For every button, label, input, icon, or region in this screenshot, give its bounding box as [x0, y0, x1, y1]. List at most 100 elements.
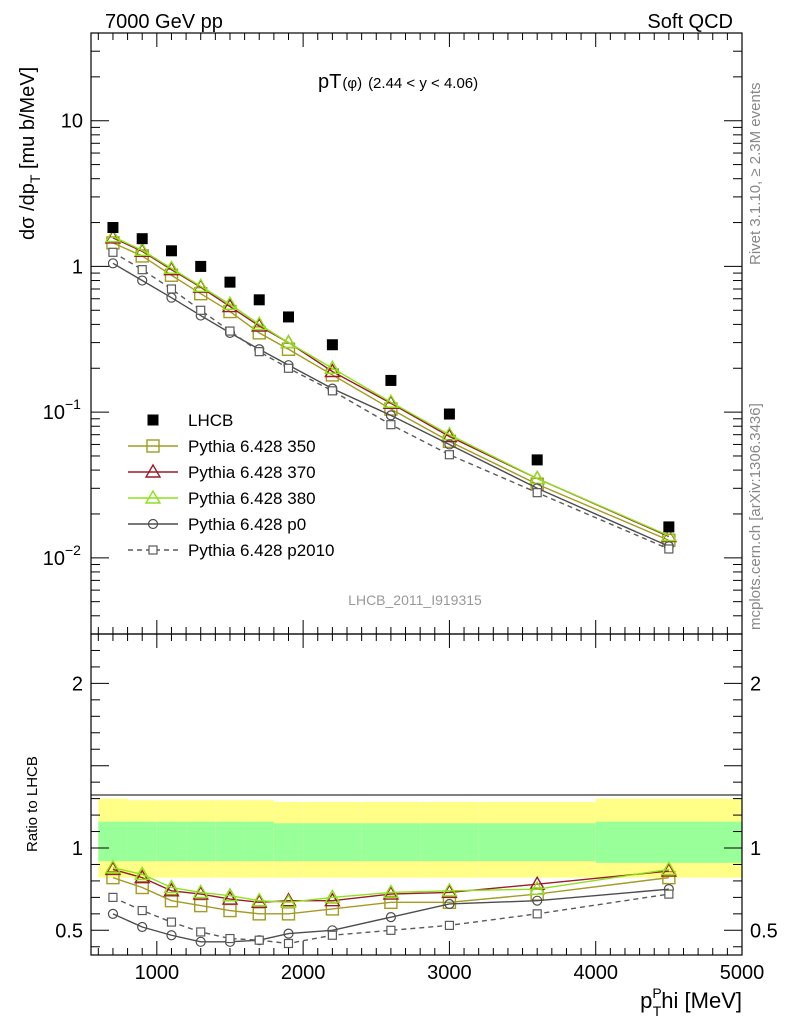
mcplots-label: mcplots.cern.ch [arXiv:1306.3436] — [747, 403, 764, 630]
ratio-y-tick-label-right: 2 — [750, 673, 761, 695]
x-axis-label-p: p — [640, 988, 652, 1013]
main-y-axis-label: dσ /dpT [mu b/MeV] — [17, 67, 43, 240]
main-ticks — [91, 32, 743, 635]
legend-label-1: Pythia 6.428 370 — [188, 463, 316, 482]
ratio-point-s2 — [441, 882, 458, 897]
legend-entry-1: Pythia 6.428 370 — [128, 463, 316, 482]
main-point-s3 — [107, 258, 119, 269]
ratio-point-s1 — [280, 892, 297, 907]
main-y-tick-exponent: −2 — [65, 542, 81, 558]
x-tick-label: 3000 — [427, 962, 472, 984]
main-series-line-4 — [112, 251, 670, 550]
ratio-y-tick-label: 0.5 — [55, 920, 83, 942]
ratio-point-s3 — [137, 921, 148, 933]
ratio-point-s2 — [192, 884, 209, 899]
ratio-point-s2 — [221, 887, 239, 902]
legend-label-3: Pythia 6.428 p0 — [188, 515, 306, 534]
watermark-label: LHCB_2011_I919315 — [348, 592, 482, 608]
rivet-version-label: Rivet 3.1.10, ≥ 2.3M events — [747, 83, 764, 266]
data-point — [663, 521, 675, 533]
ratio-y-tick-label-right: 1 — [750, 838, 761, 860]
main-y-tick-label: 10 — [43, 548, 65, 570]
ratio-point-s3 — [283, 928, 294, 939]
main-point-s2 — [221, 295, 239, 310]
data-point — [224, 276, 236, 288]
plot-title-main: pT — [318, 71, 341, 93]
legend-label-0: Pythia 6.428 350 — [188, 437, 316, 456]
legend-marker-1 — [144, 463, 162, 478]
ratio-point-s4 — [137, 905, 147, 916]
ratio-frame — [90, 633, 743, 956]
ratio-point-s1 — [163, 882, 180, 897]
main-series-line-3 — [112, 262, 670, 547]
main-point-s2 — [192, 277, 209, 293]
ratio-point-s4 — [196, 927, 206, 937]
main-point-s4 — [166, 284, 177, 294]
ratio-series-layer — [104, 859, 678, 949]
main-point-s1 — [441, 428, 458, 443]
main-point-s4 — [327, 386, 337, 396]
ratio-point-s2 — [280, 893, 297, 909]
ratio-point-s4 — [283, 938, 294, 949]
x-axis-label: pP Thi [MeV] — [640, 985, 742, 1019]
ratio-ticks — [91, 633, 743, 955]
legend-marker-3 — [147, 518, 159, 530]
ratio-band-inner — [156, 821, 187, 862]
ratio-series-line-4 — [112, 893, 669, 945]
main-y-tick-exponent: −1 — [65, 396, 81, 412]
legend-entry-3: Pythia 6.428 p0 — [128, 515, 306, 534]
ratio-point-s3 — [532, 895, 543, 906]
main-point-s4 — [196, 305, 206, 315]
ratio-band-inner — [273, 823, 304, 862]
main-point-s4 — [108, 247, 118, 257]
ratio-point-s4 — [532, 909, 542, 919]
data-point — [443, 408, 455, 420]
ratio-panel: 0.5 0.5 1 1 2 2 1000 2000 3000 4000 5000 Ratio to … — [24, 633, 778, 1019]
legend-marker-2 — [144, 489, 162, 504]
ratio-band-inner — [244, 821, 274, 862]
main-series-layer — [104, 221, 678, 554]
legend-entry-4: Pythia 6.428 p2010 — [128, 541, 335, 560]
main-point-s2 — [104, 228, 122, 243]
ratio-point-s3 — [107, 908, 119, 919]
main-y-tick-label: 10 — [43, 402, 65, 424]
ratio-point-s4 — [108, 892, 118, 902]
ratio-point-s4 — [444, 920, 455, 930]
ratio-point-s4 — [664, 889, 674, 899]
main-point-s0 — [252, 326, 266, 340]
plot-title: pT(φ) (2.44 < y < 4.06) — [318, 71, 478, 93]
ratio-band-inner — [98, 821, 128, 862]
main-point-s3 — [444, 439, 455, 450]
main-point-s3 — [385, 410, 396, 421]
x-tick-label: 1000 — [135, 962, 180, 984]
ratio-point-s4 — [225, 933, 235, 944]
ratio-point-s2 — [660, 861, 678, 876]
data-point — [326, 339, 338, 351]
data-point — [107, 221, 119, 233]
main-point-s1 — [221, 298, 239, 313]
main-point-s2 — [660, 527, 678, 542]
ratio-point-s2 — [382, 884, 400, 899]
ratio-band-inner — [303, 823, 362, 862]
plot-title-range: (2.44 < y < 4.06) — [368, 75, 478, 92]
main-point-s3 — [137, 275, 148, 286]
ratio-point-s0 — [106, 870, 120, 885]
main-point-s4 — [664, 544, 674, 554]
x-tick-label: 2000 — [281, 962, 326, 984]
ratio-point-s3 — [444, 898, 455, 910]
main-point-s2 — [324, 359, 341, 374]
main-point-s2 — [251, 316, 268, 331]
ratio-series-line-0 — [112, 876, 669, 915]
main-point-s2 — [133, 241, 151, 257]
main-y-tick-label: 1 — [72, 256, 83, 278]
legend-marker-data — [147, 414, 159, 426]
ratio-band-inner — [186, 821, 216, 862]
ratio-band-inner — [215, 821, 245, 862]
legend-label-2: Pythia 6.428 380 — [188, 489, 316, 508]
x-axis-label-sup: P — [652, 985, 661, 1001]
ratio-point-s2 — [133, 865, 151, 881]
legend: LHCB Pythia 6.428 350 Pythia 6.428 370 Pyth… — [128, 411, 335, 560]
